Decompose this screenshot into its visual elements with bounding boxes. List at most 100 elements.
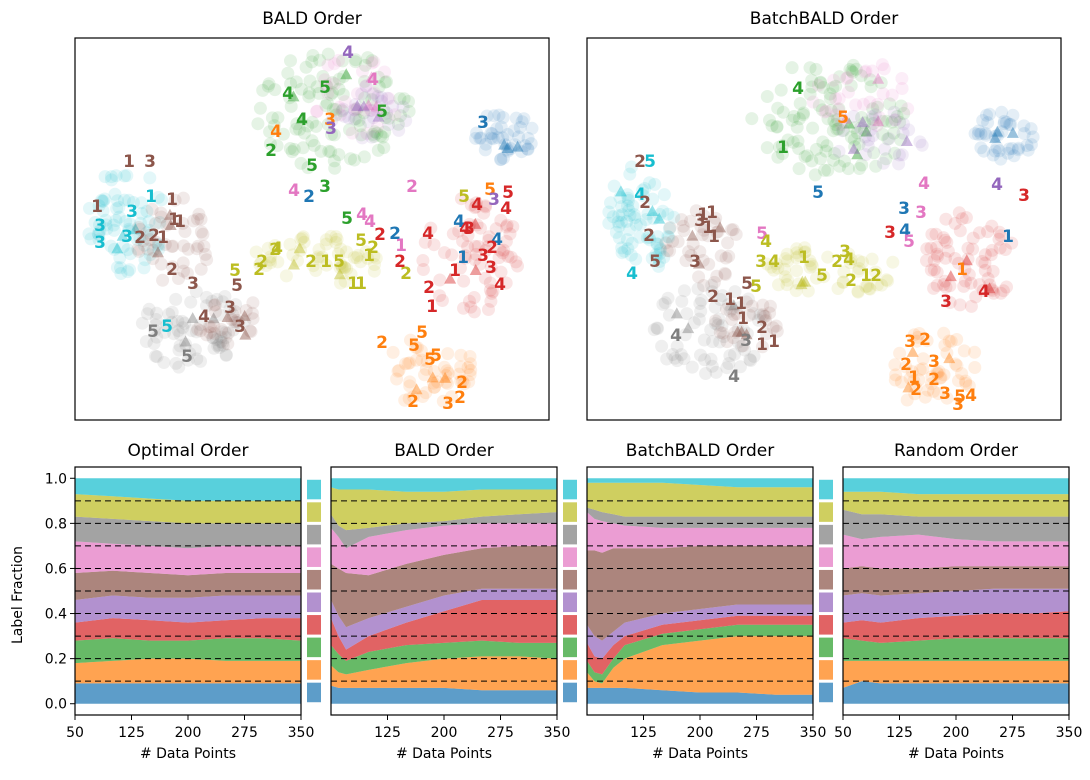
background-point: [467, 305, 481, 319]
background-point: [306, 259, 320, 273]
background-point: [821, 112, 835, 126]
background-point: [897, 117, 910, 131]
background-point: [756, 308, 770, 322]
background-point: [325, 114, 339, 127]
background-point: [133, 222, 147, 236]
background-point: [744, 354, 758, 367]
background-point: [745, 112, 759, 126]
background-point: [468, 239, 482, 253]
background-point: [452, 224, 466, 238]
background-point: [348, 103, 362, 117]
batch-number-label: 2: [406, 177, 418, 197]
acquired-triangle-marker: [795, 278, 808, 290]
background-point: [453, 261, 467, 275]
background-point: [875, 278, 889, 292]
background-point: [464, 198, 478, 212]
background-point: [479, 137, 493, 151]
background-point: [141, 242, 155, 256]
background-point: [113, 251, 127, 265]
background-point: [301, 119, 315, 133]
background-point: [778, 262, 792, 276]
background-point: [369, 99, 383, 113]
strip-segment: [563, 660, 577, 680]
background-point: [208, 305, 222, 319]
background-point: [469, 131, 483, 145]
background-point: [484, 260, 498, 274]
batch-number-label: 2: [634, 152, 646, 172]
background-point: [675, 294, 689, 308]
background-point: [959, 211, 973, 225]
background-point: [374, 129, 388, 143]
background-point: [200, 328, 214, 342]
background-point: [785, 61, 799, 75]
background-point: [160, 318, 174, 332]
background-point: [107, 218, 121, 232]
background-point: [441, 376, 454, 390]
background-point: [943, 279, 957, 293]
background-point: [728, 347, 741, 361]
background-point: [863, 95, 877, 109]
background-point: [640, 231, 654, 245]
background-point: [901, 102, 915, 116]
target-distribution-strip: [563, 479, 577, 703]
batch-number-label: 4: [991, 175, 1003, 195]
background-point: [483, 283, 497, 297]
background-point: [994, 152, 1008, 166]
background-point: [957, 344, 971, 358]
background-point: [621, 242, 635, 256]
background-point: [907, 328, 921, 342]
background-point: [626, 199, 640, 213]
background-point: [725, 313, 739, 326]
background-point: [254, 256, 268, 270]
background-point: [737, 323, 751, 337]
background-point: [647, 323, 661, 337]
background-point: [780, 247, 794, 261]
background-point: [358, 91, 372, 105]
background-point: [695, 293, 708, 307]
background-point: [357, 106, 371, 120]
background-point: [151, 237, 165, 251]
background-point: [709, 317, 722, 330]
background-point: [200, 299, 213, 313]
background-point: [359, 245, 373, 259]
batch-number-label: 4: [978, 282, 990, 302]
background-point: [311, 252, 325, 266]
background-point: [828, 147, 842, 160]
background-point: [225, 313, 239, 326]
background-point: [138, 253, 152, 267]
background-point: [859, 280, 873, 294]
background-point: [1017, 127, 1031, 140]
batch-number-label: 4: [296, 110, 308, 130]
background-point: [368, 258, 381, 271]
background-point: [948, 252, 962, 265]
background-point: [758, 309, 772, 323]
background-point: [355, 87, 369, 101]
background-point: [698, 353, 712, 367]
strip-segment: [819, 569, 833, 590]
background-point: [375, 91, 389, 104]
background-point: [197, 239, 211, 253]
background-point: [682, 245, 696, 259]
background-point: [322, 144, 336, 158]
background-point: [647, 212, 661, 226]
acquired-triangle-marker: [872, 72, 885, 84]
background-point: [760, 90, 774, 103]
acquired-triangle-marker: [439, 371, 452, 383]
background-point: [327, 57, 341, 71]
x-tick-label: 275: [487, 725, 514, 741]
background-point: [798, 150, 812, 164]
batch-number-label: 2: [919, 330, 931, 350]
background-point: [458, 251, 472, 265]
background-point: [979, 128, 993, 142]
background-point: [978, 263, 992, 277]
background-point: [781, 273, 795, 287]
background-point: [981, 116, 995, 130]
background-point: [993, 225, 1006, 239]
batch-number-label: 2: [394, 252, 406, 272]
background-point: [995, 105, 1009, 119]
background-point: [666, 234, 680, 248]
background-point: [621, 199, 634, 213]
background-point: [219, 331, 233, 344]
x-tick-label: 125: [630, 725, 657, 741]
